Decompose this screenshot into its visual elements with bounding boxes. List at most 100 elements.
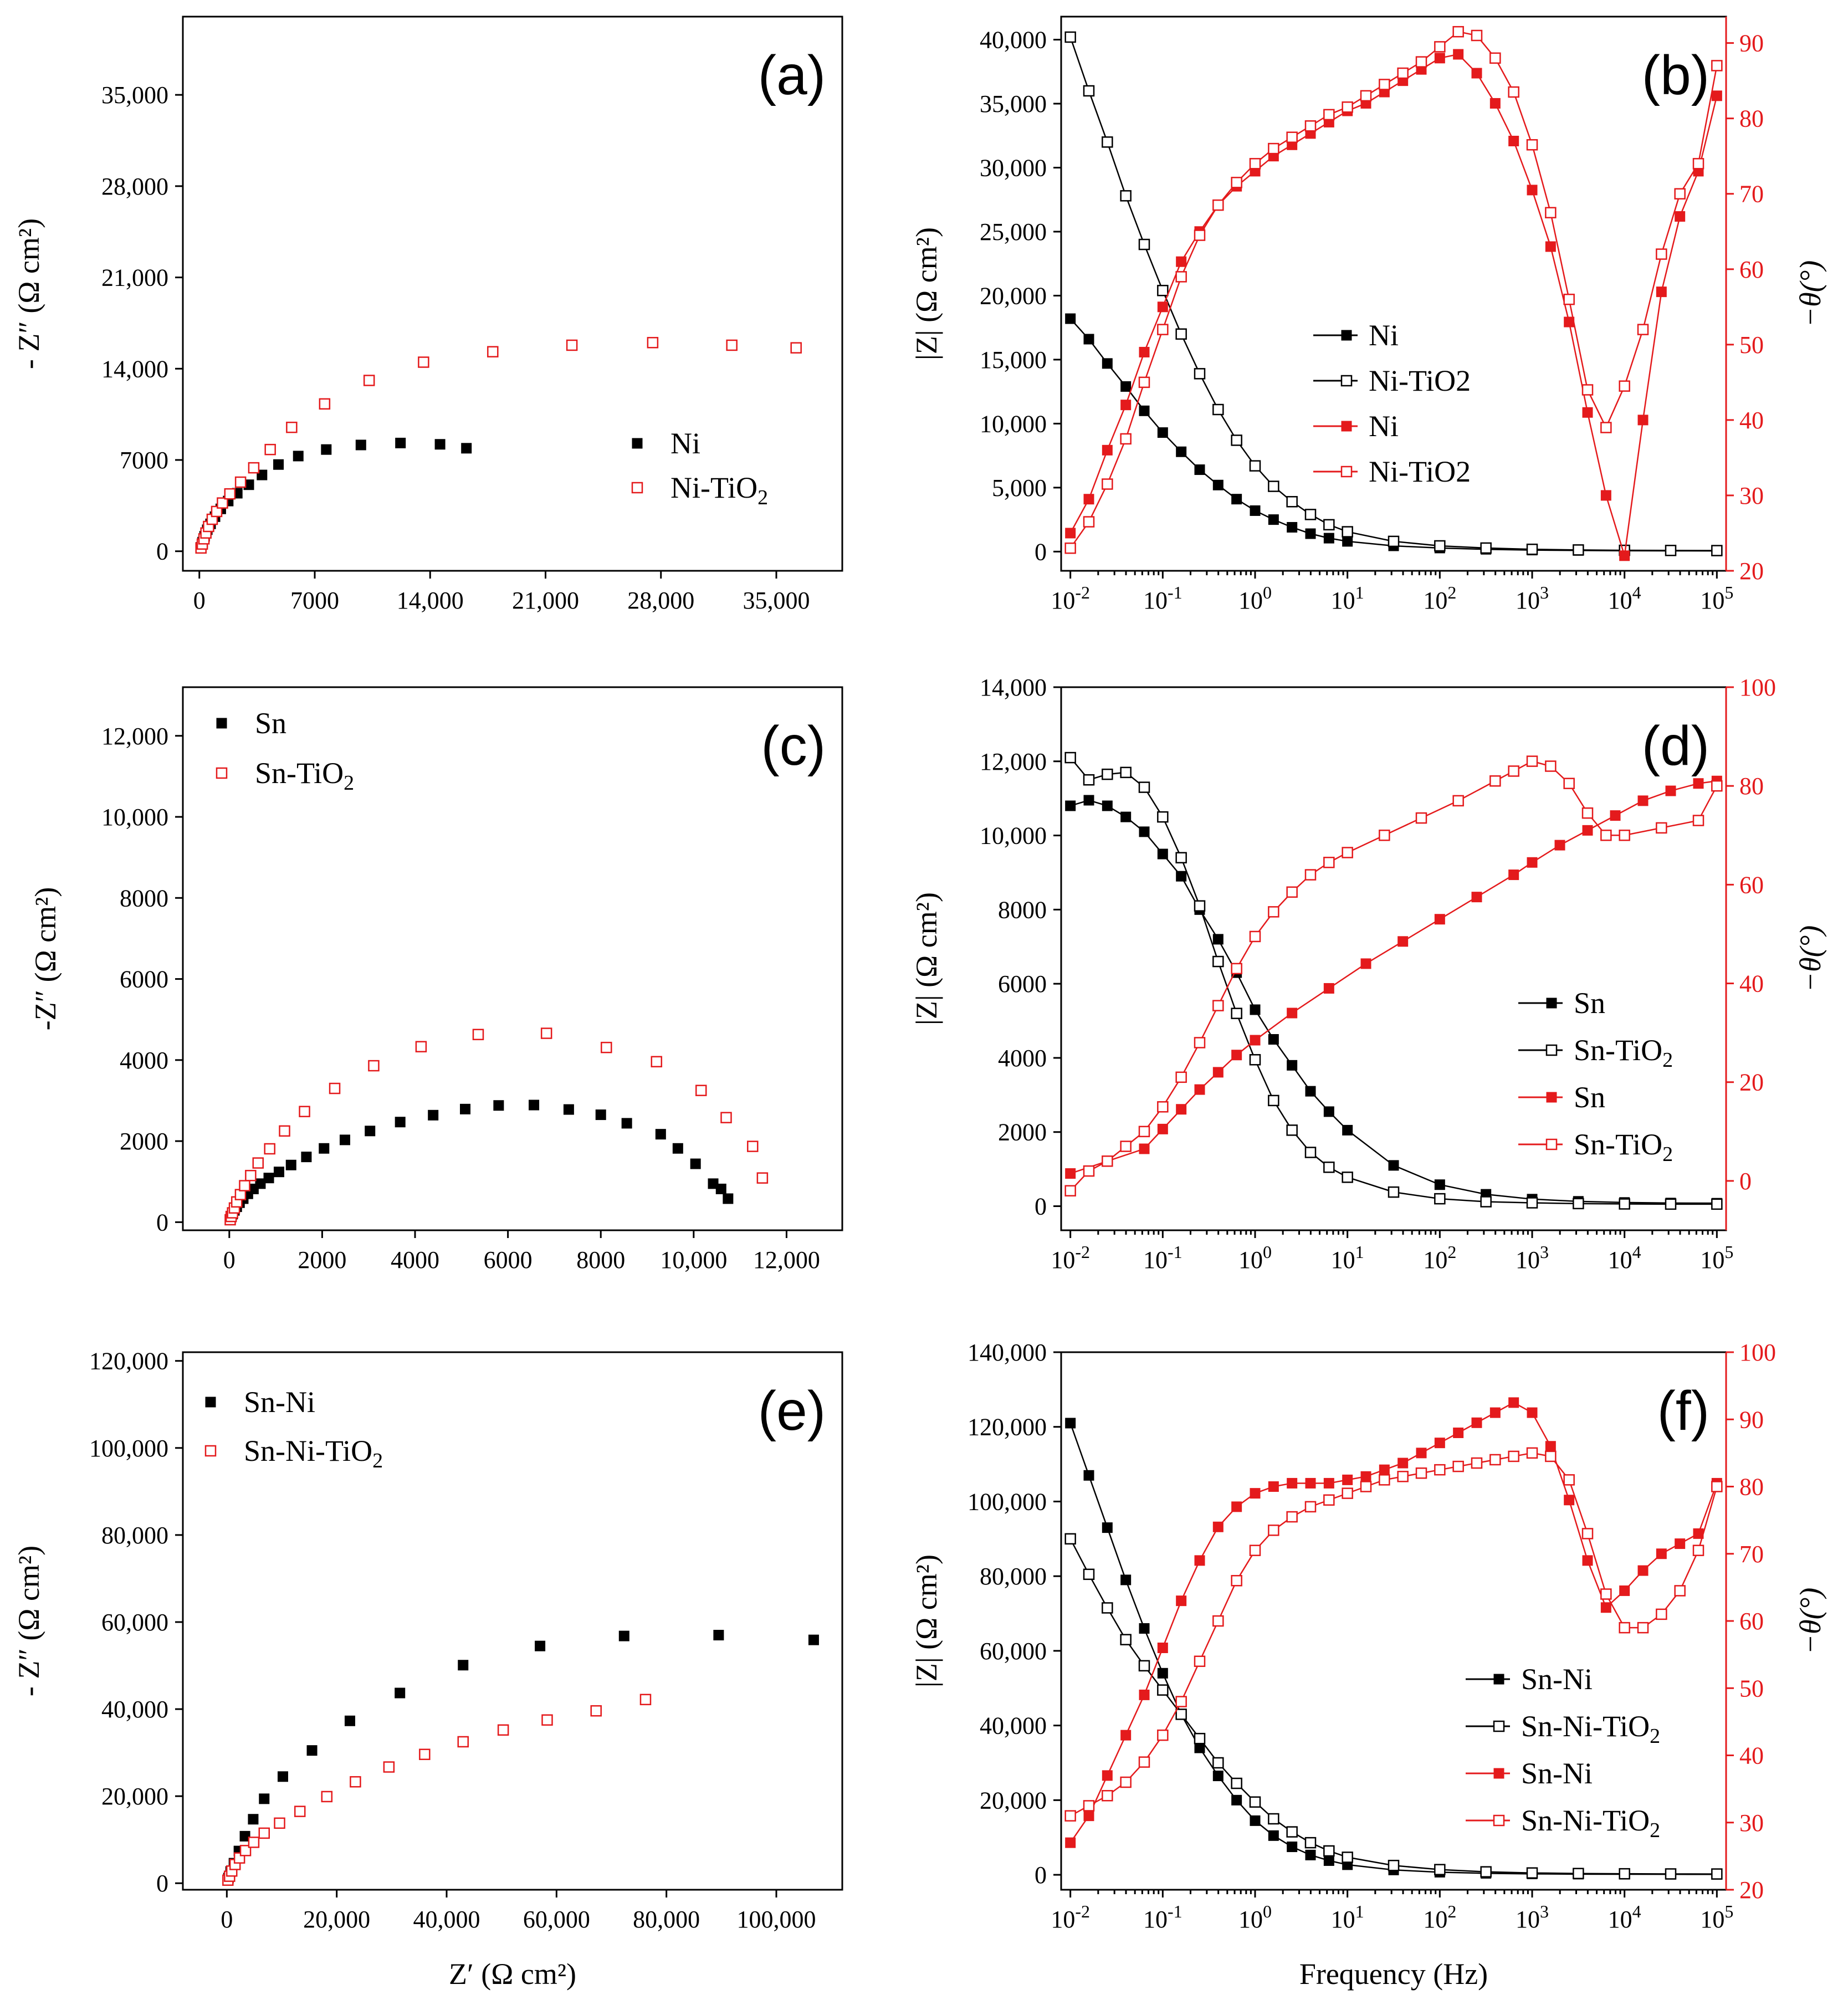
data-point <box>1554 840 1565 851</box>
y-tick-label: 120,000 <box>89 1348 168 1375</box>
y-tick-label: 20,000 <box>980 1787 1047 1814</box>
y-tick-label: 6000 <box>998 970 1047 998</box>
data-point <box>1323 533 1334 544</box>
data-point <box>1379 830 1390 841</box>
data-point <box>1139 1689 1150 1700</box>
legend-label: Sn <box>255 707 286 740</box>
series-line <box>1069 53 1718 556</box>
y-tick-label: 20,000 <box>980 282 1047 309</box>
data-point <box>1157 1101 1169 1113</box>
data-point <box>1102 1602 1113 1614</box>
data-point <box>1434 1438 1445 1449</box>
data-point <box>457 1736 469 1748</box>
data-point <box>566 339 578 351</box>
y-tick-label: 0 <box>156 1870 168 1897</box>
data-point <box>1489 1454 1501 1466</box>
legend-label: Sn-Ni-TiO2 <box>244 1434 383 1472</box>
data-point <box>395 1687 406 1699</box>
data-point <box>1231 1777 1242 1789</box>
y2-tick-label: 70 <box>1739 1541 1764 1568</box>
legend-marker <box>1545 1044 1558 1056</box>
data-point <box>1064 31 1076 43</box>
data-point <box>1342 526 1353 538</box>
data-point <box>1065 1418 1076 1429</box>
y2-tick-label: 20 <box>1739 1069 1764 1096</box>
series-sn-tio2-phase <box>1064 755 1723 1196</box>
data-point <box>211 505 223 518</box>
data-point <box>1323 1106 1334 1117</box>
data-point <box>1194 1037 1206 1049</box>
data-point <box>1711 1868 1723 1880</box>
data-point <box>1176 446 1187 457</box>
data-point <box>294 1806 306 1817</box>
data-point <box>1452 25 1464 38</box>
legend-label: Ni <box>1369 319 1399 352</box>
data-point <box>1573 1868 1584 1879</box>
data-point <box>1231 963 1242 975</box>
x-tick-label: 101 <box>1331 1901 1364 1933</box>
data-point <box>1508 135 1519 146</box>
x-tick-label: 100,000 <box>737 1906 816 1933</box>
x-tick-label: 100 <box>1238 582 1272 614</box>
data-point <box>415 1041 427 1052</box>
data-point <box>1102 1770 1113 1781</box>
data-point <box>319 398 331 410</box>
data-point <box>259 1793 270 1804</box>
legend-label: Sn-Ni-TiO2 <box>1521 1710 1660 1748</box>
x-tick-label: 14,000 <box>397 587 464 614</box>
data-point <box>1175 1709 1187 1720</box>
data-point <box>1619 1868 1630 1880</box>
legend-marker <box>1340 375 1353 387</box>
data-point <box>1064 1185 1076 1196</box>
data-point <box>1416 1448 1427 1459</box>
data-point <box>1268 142 1279 155</box>
data-point <box>1120 811 1132 822</box>
data-point <box>1083 516 1095 528</box>
data-point <box>1545 760 1557 772</box>
data-point <box>1194 900 1206 912</box>
data-point <box>1711 1481 1723 1492</box>
data-point <box>1102 1155 1113 1167</box>
data-point <box>1619 830 1630 841</box>
y2-tick-label: 90 <box>1739 1406 1764 1433</box>
data-point <box>1138 1660 1150 1672</box>
series-line <box>1069 30 1718 549</box>
data-point <box>1250 1035 1261 1046</box>
data-point <box>1619 1585 1630 1596</box>
data-point <box>1453 49 1464 60</box>
data-point <box>1083 1800 1095 1812</box>
data-point <box>1064 1533 1076 1545</box>
data-point <box>1268 1034 1279 1045</box>
y2-tick-label: 40 <box>1739 407 1764 434</box>
data-point <box>1545 1441 1556 1452</box>
data-point <box>535 1640 546 1651</box>
y-tick-label: 140,000 <box>967 1339 1047 1366</box>
data-point <box>344 1715 355 1726</box>
data-point <box>1287 1842 1298 1853</box>
data-point <box>1231 1050 1242 1061</box>
y-tick-label: 7000 <box>120 447 168 474</box>
data-point <box>1120 1140 1132 1152</box>
data-point <box>618 1630 629 1641</box>
data-point <box>319 1143 330 1154</box>
data-point <box>1286 496 1298 508</box>
data-point <box>1157 284 1169 296</box>
legend: Sn-Ni Sn-Ni-TiO2 Sn-Ni Sn-Ni-TiO2 <box>1466 1663 1660 1842</box>
x-tick-label: 104 <box>1608 1242 1641 1273</box>
x-tick-label: 105 <box>1700 582 1733 614</box>
data-point <box>651 1056 663 1068</box>
data-point <box>563 1104 574 1115</box>
data-point <box>1656 1608 1667 1620</box>
data-point <box>1573 544 1584 556</box>
legend-label: Ni <box>670 427 700 460</box>
data-point <box>321 1791 333 1803</box>
data-point <box>720 1112 732 1123</box>
data-point <box>1637 1622 1649 1634</box>
data-point <box>1249 1054 1261 1066</box>
y2-tick-label: 100 <box>1739 1339 1776 1366</box>
y2-tick-label: 30 <box>1739 1809 1764 1837</box>
data-point <box>1323 1845 1335 1857</box>
series-sn-tio2-z- <box>1064 751 1723 1210</box>
data-point <box>363 375 375 386</box>
